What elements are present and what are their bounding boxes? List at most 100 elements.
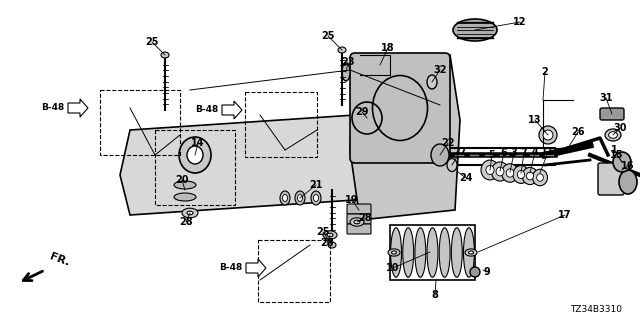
Ellipse shape — [388, 249, 400, 256]
FancyBboxPatch shape — [598, 163, 624, 195]
Ellipse shape — [468, 251, 474, 254]
Ellipse shape — [427, 75, 437, 89]
Ellipse shape — [486, 165, 494, 174]
Ellipse shape — [506, 169, 514, 177]
Ellipse shape — [161, 52, 169, 58]
FancyBboxPatch shape — [347, 224, 371, 234]
Text: 15: 15 — [611, 150, 624, 160]
Ellipse shape — [502, 164, 518, 182]
Text: 5: 5 — [488, 150, 495, 160]
Ellipse shape — [295, 191, 305, 205]
Ellipse shape — [539, 126, 557, 144]
Text: 21: 21 — [309, 180, 323, 190]
Text: 7: 7 — [520, 148, 527, 158]
Text: 14: 14 — [191, 138, 205, 148]
Text: 13: 13 — [528, 115, 541, 125]
Text: 28: 28 — [320, 238, 334, 248]
Polygon shape — [350, 55, 460, 220]
Text: 11: 11 — [541, 147, 555, 157]
FancyBboxPatch shape — [600, 108, 624, 120]
Text: 31: 31 — [599, 93, 612, 103]
Ellipse shape — [492, 162, 509, 181]
Ellipse shape — [447, 158, 457, 172]
Ellipse shape — [327, 233, 333, 237]
Text: 28: 28 — [358, 213, 372, 223]
Ellipse shape — [613, 152, 631, 172]
Text: 23: 23 — [341, 57, 355, 67]
Ellipse shape — [517, 171, 525, 179]
Ellipse shape — [527, 172, 534, 180]
Ellipse shape — [605, 129, 621, 141]
Text: 8: 8 — [431, 290, 438, 300]
Text: 25: 25 — [321, 31, 335, 41]
Text: 12: 12 — [513, 17, 527, 27]
Text: 20: 20 — [175, 175, 189, 185]
Ellipse shape — [522, 167, 538, 185]
Ellipse shape — [609, 132, 618, 138]
Ellipse shape — [463, 228, 474, 277]
Ellipse shape — [536, 174, 543, 181]
Ellipse shape — [543, 130, 553, 140]
Bar — [245, 92, 317, 157]
Text: 17: 17 — [558, 210, 572, 220]
Ellipse shape — [323, 231, 337, 239]
Text: 28: 28 — [179, 217, 193, 227]
Ellipse shape — [282, 195, 287, 202]
Ellipse shape — [354, 220, 360, 224]
Ellipse shape — [481, 160, 499, 180]
Ellipse shape — [403, 228, 413, 277]
Text: 1: 1 — [611, 145, 618, 155]
Ellipse shape — [314, 195, 319, 202]
Ellipse shape — [439, 228, 450, 277]
Ellipse shape — [182, 208, 198, 218]
Text: 29: 29 — [355, 107, 369, 117]
Text: 24: 24 — [460, 173, 473, 183]
Ellipse shape — [619, 170, 637, 194]
Ellipse shape — [174, 181, 196, 189]
Text: 2: 2 — [541, 67, 548, 77]
Text: B-48: B-48 — [219, 263, 242, 273]
Text: 18: 18 — [381, 43, 395, 53]
Polygon shape — [246, 259, 266, 277]
Text: B-48: B-48 — [195, 106, 218, 115]
Text: 10: 10 — [387, 263, 400, 273]
Ellipse shape — [187, 211, 193, 215]
Text: 19: 19 — [345, 195, 359, 205]
Ellipse shape — [465, 249, 477, 256]
FancyBboxPatch shape — [350, 53, 450, 163]
Polygon shape — [222, 101, 242, 119]
Text: 25: 25 — [145, 37, 159, 47]
Ellipse shape — [453, 19, 497, 41]
Bar — [258, 240, 330, 302]
Ellipse shape — [187, 146, 203, 164]
Ellipse shape — [415, 228, 426, 277]
Text: 30: 30 — [613, 123, 627, 133]
Text: 16: 16 — [621, 161, 635, 171]
Ellipse shape — [390, 228, 401, 277]
Bar — [155, 130, 235, 205]
Text: TZ34B3310: TZ34B3310 — [570, 306, 622, 315]
Text: FR.: FR. — [48, 252, 70, 268]
FancyBboxPatch shape — [347, 204, 371, 214]
Ellipse shape — [179, 137, 211, 173]
Ellipse shape — [431, 144, 449, 166]
Text: 6: 6 — [500, 148, 508, 158]
Ellipse shape — [174, 193, 196, 201]
Polygon shape — [68, 99, 88, 117]
Ellipse shape — [298, 195, 303, 202]
Bar — [100, 90, 180, 155]
Text: 27: 27 — [453, 147, 467, 157]
Ellipse shape — [451, 228, 462, 277]
Ellipse shape — [350, 218, 364, 226]
Text: 22: 22 — [441, 138, 455, 148]
Ellipse shape — [496, 167, 504, 176]
Text: 26: 26 — [572, 127, 585, 137]
Text: 25: 25 — [316, 227, 330, 237]
Bar — [390, 225, 475, 280]
Ellipse shape — [427, 228, 438, 277]
Text: 32: 32 — [433, 65, 447, 75]
Ellipse shape — [328, 242, 336, 248]
Ellipse shape — [513, 165, 529, 183]
Ellipse shape — [311, 191, 321, 205]
Text: 4: 4 — [532, 147, 538, 157]
